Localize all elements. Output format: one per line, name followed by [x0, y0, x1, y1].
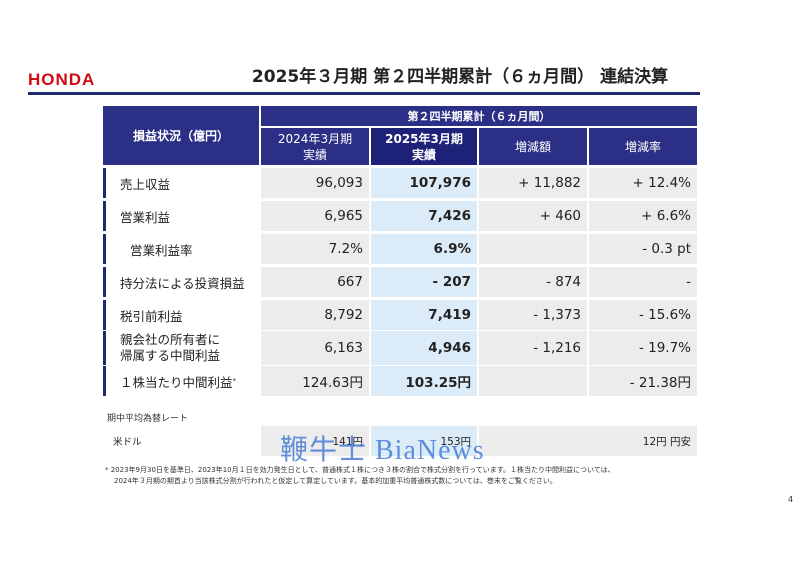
table-row: 営業利益率 7.2% 6.9% - 0.3 pt — [103, 234, 697, 264]
fx-rate-title: 期中平均為替レート — [107, 414, 189, 424]
table-row: 税引前利益 8,792 7,419 - 1,373 - 15.6% — [103, 300, 697, 330]
prev-value: 124.63円 — [261, 366, 369, 396]
prev-value: 8,792 — [261, 300, 369, 330]
fx-currency-label: 米ドル — [113, 437, 142, 448]
title-divider — [28, 92, 700, 95]
table-row: １株当たり中間利益 * 124.63円 103.25円 - 21.38円 — [103, 366, 697, 396]
period-group-header: 第２四半期累計（６ヵ月間） — [261, 106, 697, 126]
prev-value: 7.2% — [261, 234, 369, 264]
column-header-diff: 増減額 — [479, 128, 587, 165]
curr-value: 103.25円 — [371, 366, 477, 396]
page-title: 2025年３月期 第２四半期累計（６ヵ月間） 連結決算 — [251, 67, 669, 87]
column-header-curr: 2025年3月期 実績 — [371, 128, 477, 165]
table-row: 売上収益 96,093 107,976 + 11,882 + 12.4% — [103, 168, 697, 198]
prev-value: 96,093 — [261, 168, 369, 198]
row-label: 親会社の所有者に 帰属する中間利益 — [103, 331, 259, 365]
diff-value: + 460 — [479, 201, 587, 231]
table-row: 営業利益 6,965 7,426 + 460 + 6.6% — [103, 201, 697, 231]
rate-value: - 21.38円 — [589, 366, 697, 396]
row-label: 営業利益率 — [103, 234, 259, 264]
diff-value — [479, 234, 587, 264]
diff-value: - 874 — [479, 267, 587, 297]
curr-value: 7,426 — [371, 201, 477, 231]
table-corner-header: 損益状況（億円） — [103, 106, 259, 165]
row-label: 営業利益 — [103, 201, 259, 231]
fx-rate-row: 米ドル 141円 153円 12円 円安 — [103, 426, 697, 456]
page-number: 4 — [788, 495, 794, 504]
curr-value: 107,976 — [371, 168, 477, 198]
rate-value: - 19.7% — [589, 331, 697, 365]
rate-value: - — [589, 267, 697, 297]
row-label: 売上収益 — [103, 168, 259, 198]
watermark: 鞭牛士 BiaNews — [280, 435, 485, 466]
footnote: * 2023年9月30日を基準日、2023年10月１日を効力発生日として、普通株… — [105, 466, 615, 485]
fx-prev-value: 141円 — [261, 426, 369, 456]
curr-value: 7,419 — [371, 300, 477, 330]
fx-change-value: 12円 円安 — [479, 426, 697, 456]
prev-value: 6,163 — [261, 331, 369, 365]
prev-value: 6,965 — [261, 201, 369, 231]
honda-logo: HONDA — [28, 70, 96, 89]
row-label: １株当たり中間利益 * — [103, 366, 259, 396]
curr-value: 4,946 — [371, 331, 477, 365]
rate-value: + 12.4% — [589, 168, 697, 198]
column-header-rate: 増減率 — [589, 128, 697, 165]
footnote-mark: * — [232, 377, 237, 385]
curr-value: - 207 — [371, 267, 477, 297]
rate-value: + 6.6% — [589, 201, 697, 231]
table-row: 親会社の所有者に 帰属する中間利益 6,163 4,946 - 1,216 - 1… — [103, 331, 697, 365]
column-header-prev: 2024年3月期 実績 — [261, 128, 369, 165]
diff-value: - 1,373 — [479, 300, 587, 330]
table-row: 持分法による投資損益 667 - 207 - 874 - — [103, 267, 697, 297]
diff-value: - 1,216 — [479, 331, 587, 365]
rate-value: - 15.6% — [589, 300, 697, 330]
curr-value: 6.9% — [371, 234, 477, 264]
prev-value: 667 — [261, 267, 369, 297]
diff-value: + 11,882 — [479, 168, 587, 198]
diff-value — [479, 366, 587, 396]
fx-curr-value: 153円 — [371, 426, 477, 456]
rate-value: - 0.3 pt — [589, 234, 697, 264]
row-label: 持分法による投資損益 — [103, 267, 259, 297]
row-label: 税引前利益 — [103, 300, 259, 330]
